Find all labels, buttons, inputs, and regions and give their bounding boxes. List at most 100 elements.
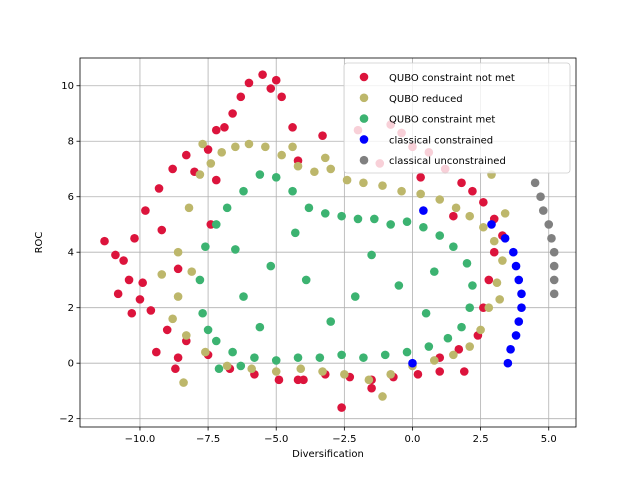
data-point [353, 214, 363, 224]
data-point [222, 361, 232, 371]
data-point [342, 175, 352, 185]
data-point [304, 203, 314, 213]
data-point [266, 84, 276, 93]
data-point [465, 342, 475, 351]
data-point [277, 92, 286, 102]
data-point [310, 167, 319, 177]
data-point [454, 345, 464, 354]
data-point [484, 303, 494, 312]
data-point [111, 250, 120, 260]
data-point [222, 203, 232, 213]
data-point [271, 75, 281, 85]
legend-label: classical constrained [389, 135, 493, 146]
x-tick-label: −7.5 [196, 434, 220, 445]
y-axis-ticks: −2 0 2 4 6 8 10 [59, 81, 80, 425]
data-point [476, 325, 485, 335]
data-point [419, 206, 428, 215]
y-tick-label: 8 [68, 137, 74, 148]
series-3 [408, 206, 526, 368]
data-point [509, 247, 518, 257]
data-point [484, 275, 494, 285]
data-point [318, 131, 327, 140]
data-point [124, 275, 134, 285]
data-point [350, 292, 360, 301]
y-tick-label: 2 [68, 303, 74, 314]
data-point [364, 375, 374, 385]
data-point [495, 295, 504, 304]
data-point [547, 234, 556, 243]
data-point [517, 289, 526, 299]
y-tick-label: 6 [68, 192, 74, 203]
x-axis-label: Diversification [292, 449, 364, 460]
data-point [487, 220, 496, 229]
series-2 [195, 170, 477, 374]
data-point [503, 358, 513, 368]
data-point [498, 256, 507, 265]
data-point [315, 353, 325, 362]
data-point [214, 364, 224, 374]
data-point [244, 139, 254, 149]
data-point [135, 295, 145, 304]
data-point [290, 228, 300, 238]
y-tick-label: 4 [68, 248, 74, 259]
data-point [419, 222, 428, 232]
data-point [337, 211, 346, 221]
data-point [337, 403, 346, 412]
data-point [397, 186, 406, 196]
data-point [271, 173, 281, 182]
data-point [293, 161, 303, 171]
data-point [244, 78, 254, 88]
data-point [141, 206, 150, 215]
data-point [359, 178, 368, 188]
data-point [173, 292, 183, 301]
data-point [435, 195, 445, 204]
x-tick-label: −2.5 [332, 434, 356, 445]
data-point [506, 345, 515, 354]
data-point [113, 289, 123, 299]
data-point [359, 353, 368, 362]
data-point [231, 142, 240, 152]
data-point [468, 186, 477, 196]
data-point [211, 220, 221, 229]
data-point [168, 314, 177, 324]
data-point [394, 281, 404, 290]
data-point [250, 353, 259, 362]
data-point [378, 181, 387, 190]
data-point [220, 123, 229, 132]
data-point [457, 322, 466, 332]
data-point [449, 211, 458, 221]
data-point [549, 261, 559, 271]
y-axis-label: ROC [34, 232, 45, 254]
data-point [146, 306, 156, 315]
y-tick-label: −2 [59, 414, 74, 425]
data-point [236, 92, 246, 102]
data-point [549, 289, 559, 299]
data-point [206, 159, 216, 168]
legend-marker [359, 114, 369, 123]
data-point [181, 331, 191, 340]
data-point [271, 367, 281, 376]
data-point [538, 206, 548, 215]
data-point [181, 150, 191, 160]
data-point [173, 247, 183, 257]
data-point [468, 281, 477, 290]
data-point [449, 350, 458, 360]
data-points [100, 70, 559, 412]
data-point [130, 234, 139, 243]
data-point [288, 142, 297, 152]
data-point [402, 347, 412, 357]
data-point [184, 203, 194, 213]
data-point [228, 347, 237, 357]
data-point [239, 292, 248, 301]
data-point [127, 308, 137, 318]
legend-marker [359, 135, 369, 144]
data-point [511, 261, 521, 271]
data-point [386, 369, 395, 379]
data-point [479, 197, 488, 207]
data-point [449, 242, 458, 251]
data-point [514, 317, 524, 326]
data-point [465, 211, 475, 221]
data-point [462, 259, 472, 268]
data-point [288, 123, 297, 132]
data-point [195, 275, 205, 285]
